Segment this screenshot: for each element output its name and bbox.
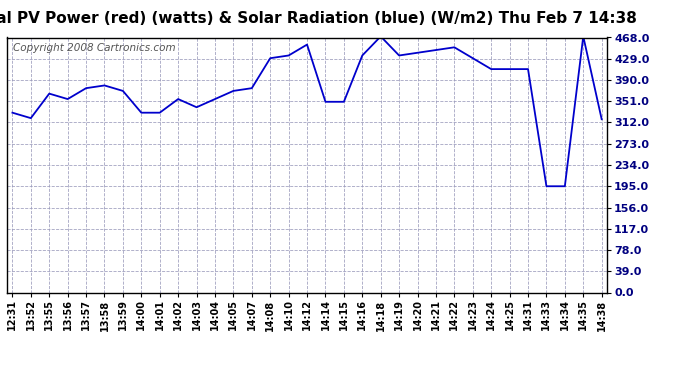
Text: Total PV Power (red) (watts) & Solar Radiation (blue) (W/m2) Thu Feb 7 14:38: Total PV Power (red) (watts) & Solar Rad… bbox=[0, 11, 637, 26]
Text: Copyright 2008 Cartronics.com: Copyright 2008 Cartronics.com bbox=[13, 43, 175, 52]
